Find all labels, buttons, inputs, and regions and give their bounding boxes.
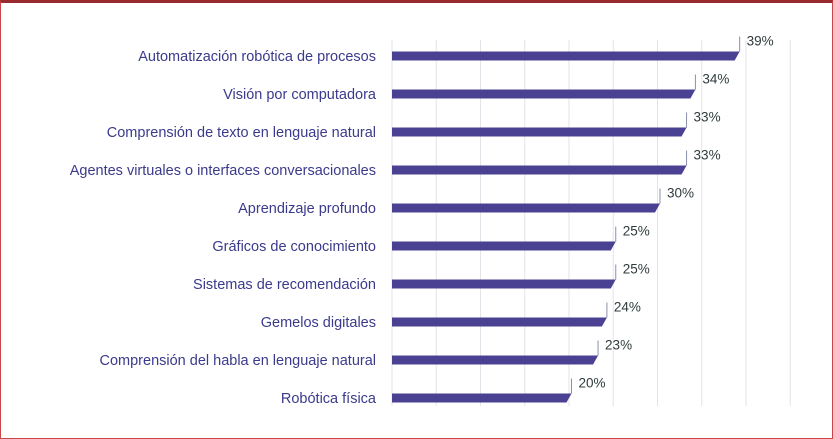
category-label: Automatización robótica de procesos: [138, 49, 376, 65]
value-label: 34%: [702, 72, 729, 87]
bar: [392, 241, 616, 251]
category-label: Visión por computadora: [223, 87, 377, 103]
category-label: Gráficos de conocimiento: [212, 239, 376, 255]
value-label: 23%: [605, 338, 632, 353]
bars: [392, 36, 741, 403]
grid-lines: [391, 40, 791, 406]
category-label: Comprensión del habla en lenguaje natura…: [100, 353, 377, 369]
bar: [392, 203, 660, 213]
value-label: 39%: [747, 34, 774, 49]
category-label: Sistemas de recomendación: [193, 277, 376, 293]
value-label: 33%: [694, 110, 721, 125]
category-label: Aprendizaje profundo: [238, 201, 376, 217]
bar: [392, 51, 740, 61]
bar: [392, 89, 696, 99]
bar: [392, 279, 616, 289]
bar: [392, 165, 687, 175]
category-label: Gemelos digitales: [261, 315, 376, 331]
value-label: 33%: [694, 148, 721, 163]
value-label: 25%: [623, 224, 650, 239]
bar: [392, 127, 687, 137]
category-label: Robótica física: [281, 391, 377, 407]
value-label: 24%: [614, 300, 641, 315]
labels: Automatización robótica de procesos 39% Vi…: [70, 34, 774, 408]
bar: [392, 393, 572, 403]
category-label: Agentes virtuales o interfaces conversac…: [70, 163, 376, 179]
value-label: 30%: [667, 186, 694, 201]
value-label: 25%: [623, 262, 650, 277]
category-label: Comprensión de texto en lenguaje natural: [107, 125, 376, 141]
bar: [392, 317, 607, 327]
value-label: 20%: [579, 376, 606, 391]
bar: [392, 355, 599, 365]
